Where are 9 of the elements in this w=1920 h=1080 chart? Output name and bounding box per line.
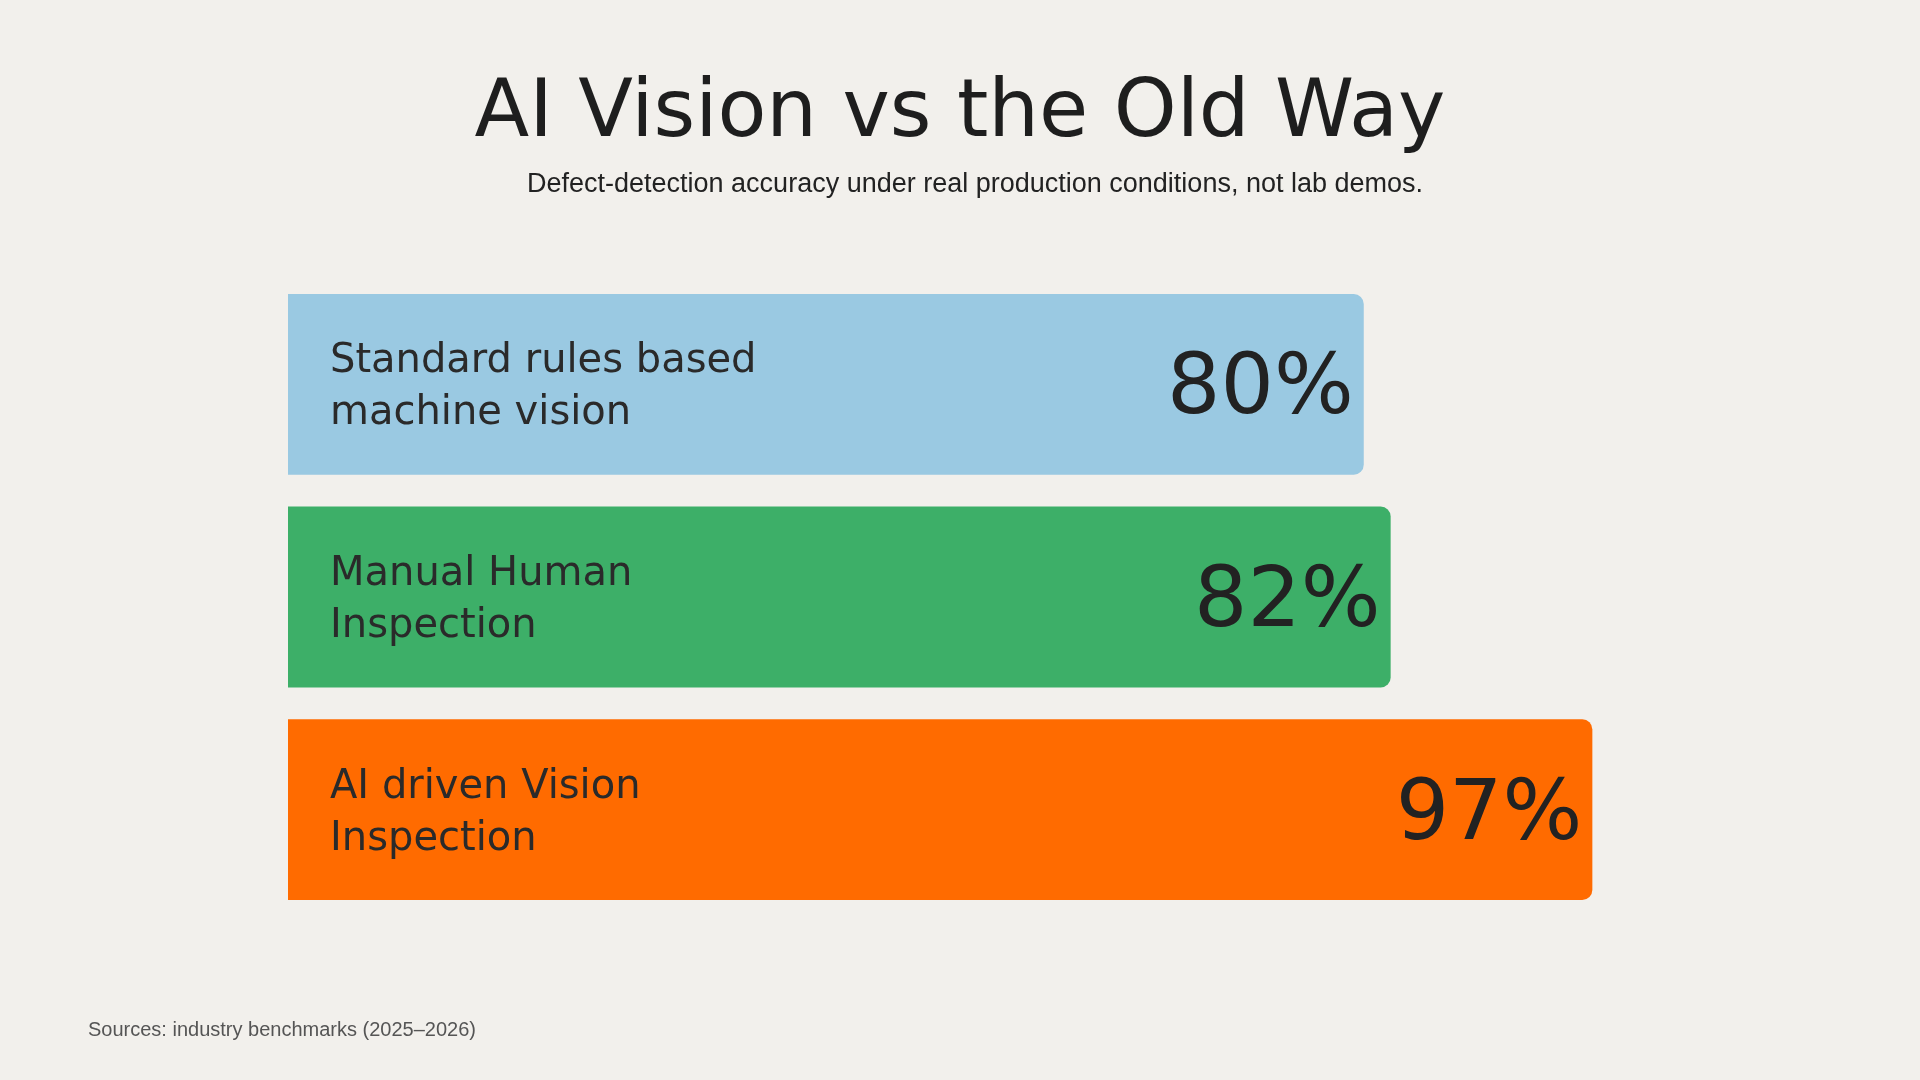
data-label: 97% — [1395, 760, 1583, 859]
chart-title: AI Vision vs the Old Way — [474, 62, 1446, 155]
data-label: 80% — [1167, 335, 1354, 434]
data-label: 82% — [1193, 548, 1381, 646]
y-tick-label: Standard rules based machine vision — [330, 335, 757, 433]
y-tick-label: Manual Human Inspection — [330, 548, 633, 646]
chart-subtitle: Defect-detection accuracy under real production conditions, not lab demos. — [527, 168, 1424, 198]
y-tick-label: AI driven Vision Inspection — [330, 761, 641, 859]
source-note: Sources: industry benchmarks (2025–2026) — [88, 1018, 476, 1040]
